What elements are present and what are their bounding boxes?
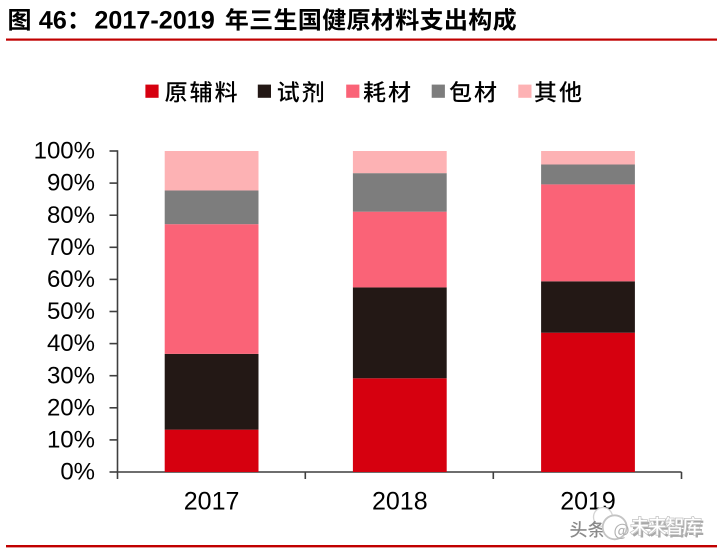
svg-text:2018: 2018 [372,488,428,516]
svg-text:70%: 70% [47,234,95,261]
svg-text:60%: 60% [47,266,95,293]
svg-text:50%: 50% [47,298,95,325]
svg-text:20%: 20% [47,394,95,421]
svg-text:10%: 10% [47,427,95,454]
svg-text:40%: 40% [47,330,95,357]
svg-text:2017: 2017 [184,488,240,516]
svg-text:100%: 100% [34,138,95,165]
svg-text:30%: 30% [47,362,95,389]
svg-text:0%: 0% [60,459,95,486]
svg-text:80%: 80% [47,202,95,229]
svg-text:90%: 90% [47,170,95,197]
